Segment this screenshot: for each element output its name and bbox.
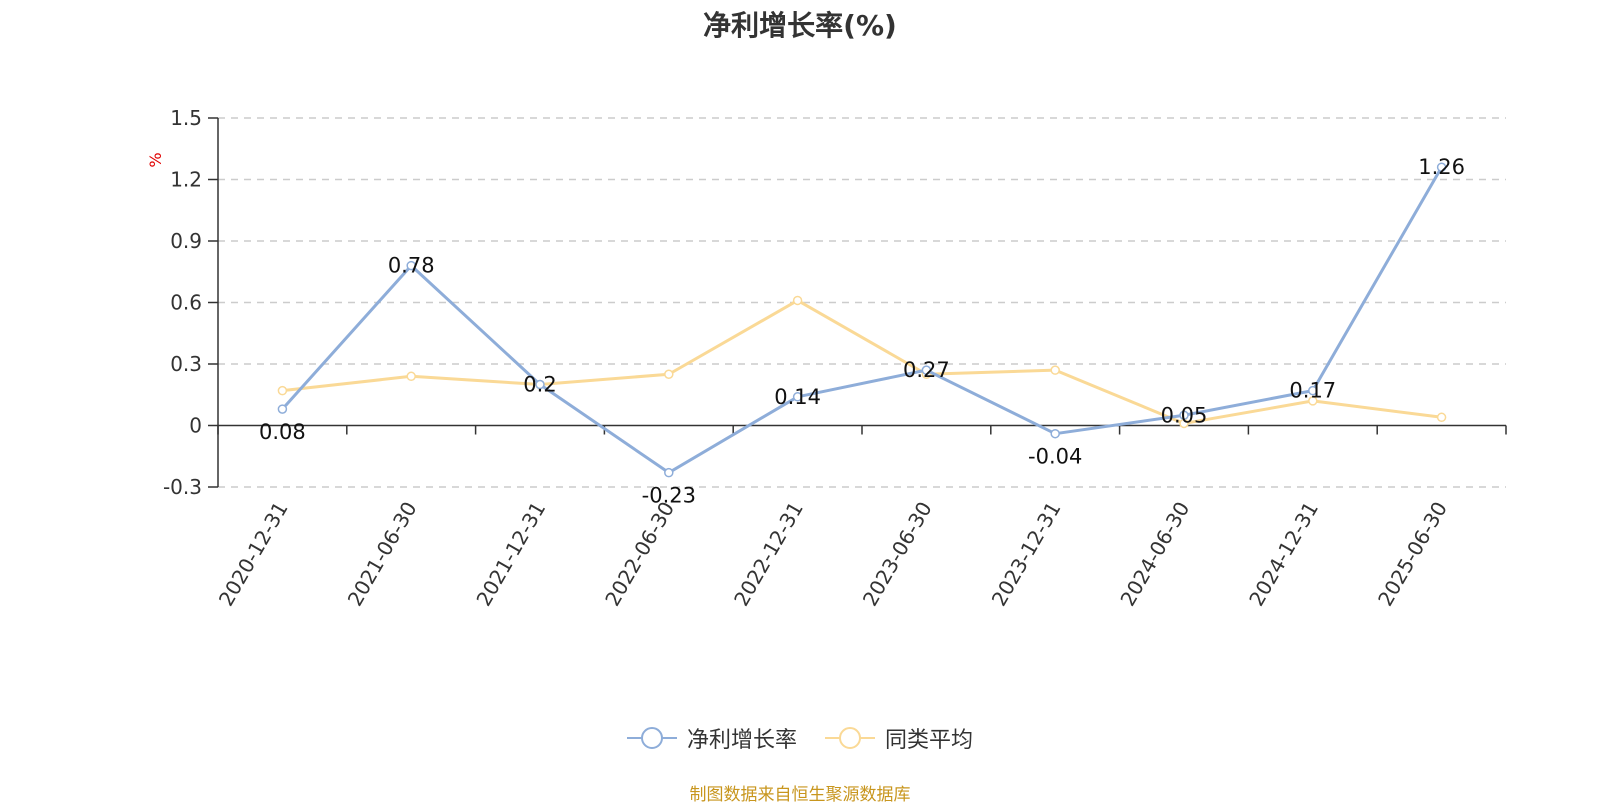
data-point[interactable] <box>1050 365 1060 375</box>
legend-label: 净利增长率 <box>686 728 797 753</box>
y-axis-unit: % <box>146 152 165 167</box>
data-labels: 0.08 0.78 0.2 -0.23 0.14 0.27 -0.04 0.05 0.17 1.2… <box>259 155 1465 507</box>
series-line-0 <box>281 166 1443 475</box>
y-tick-label: 0.9 <box>170 229 202 253</box>
data-label: 0.08 <box>259 420 306 444</box>
data-point[interactable] <box>1436 412 1447 423</box>
x-tick-label: 2022-12-31 <box>729 498 808 611</box>
data-label: -0.04 <box>1028 445 1082 469</box>
data-point[interactable] <box>664 467 674 478</box>
data-label: 0.05 <box>1161 403 1208 427</box>
y-tick-label: 0 <box>189 414 202 438</box>
data-point[interactable] <box>1308 385 1318 396</box>
chart-title: 净利增长率(%) <box>703 9 897 42</box>
data-label: 0.14 <box>774 385 821 409</box>
series-line-1 <box>282 298 1442 425</box>
legend-marker-icon <box>626 726 677 750</box>
legend-item-series-1[interactable]: 同类平均 <box>825 722 973 754</box>
x-tick-label: 2025-06-30 <box>1373 498 1452 611</box>
x-tick-label: 2024-12-31 <box>1244 498 1323 611</box>
x-tick-label: 2021-12-31 <box>471 498 550 611</box>
legend-marker-icon <box>825 726 875 750</box>
data-label: 1.26 <box>1418 155 1465 179</box>
x-tick-label: 2022-06-30 <box>600 498 679 611</box>
line-chart: -0.3 0 0.3 0.6 0.9 1.2 1.5 2020-12-31 2021-06-30… <box>146 106 1507 611</box>
data-point[interactable] <box>277 404 288 414</box>
data-point[interactable] <box>792 392 803 402</box>
data-point[interactable] <box>792 295 803 306</box>
y-tick-label: 0.3 <box>170 352 202 376</box>
legend: 净利增长率 同类平均 <box>0 722 1600 754</box>
grid-lines <box>218 117 1506 488</box>
data-label: 0.2 <box>523 373 556 397</box>
series-lines <box>277 162 1447 478</box>
x-tick-label: 2024-06-30 <box>1115 498 1194 611</box>
y-tick-label: 1.2 <box>170 168 202 192</box>
data-label: 0.17 <box>1289 379 1336 403</box>
y-tick-label: 1.5 <box>170 106 202 130</box>
legend-item-series-0[interactable]: 净利增长率 <box>626 722 797 754</box>
source-note: 制图数据来自恒生聚源数据库 <box>689 785 911 805</box>
data-point[interactable] <box>1050 428 1060 439</box>
x-tick-label: 2020-12-31 <box>214 498 293 611</box>
data-point[interactable] <box>664 369 674 379</box>
legend-label: 同类平均 <box>885 728 974 753</box>
data-point[interactable] <box>406 371 416 382</box>
x-tick-label: 2023-06-30 <box>858 498 937 611</box>
data-point[interactable] <box>1436 162 1447 172</box>
data-point[interactable] <box>535 379 545 390</box>
data-point[interactable] <box>1179 410 1189 420</box>
data-point[interactable] <box>277 385 288 396</box>
data-point[interactable] <box>1308 396 1318 406</box>
data-label: 0.78 <box>388 254 435 278</box>
x-tick-label: 2021-06-30 <box>343 498 422 611</box>
data-point[interactable] <box>921 365 932 375</box>
y-tick-label: 0.6 <box>170 291 202 315</box>
y-tick-label: -0.3 <box>163 475 202 499</box>
x-tick-label: 2023-12-31 <box>987 498 1066 611</box>
axes: -0.3 0 0.3 0.6 0.9 1.2 1.5 2020-12-31 2021-06-30… <box>146 106 1507 611</box>
data-label: 0.27 <box>903 358 950 382</box>
data-point[interactable] <box>406 260 416 271</box>
data-label: -0.23 <box>642 484 696 508</box>
